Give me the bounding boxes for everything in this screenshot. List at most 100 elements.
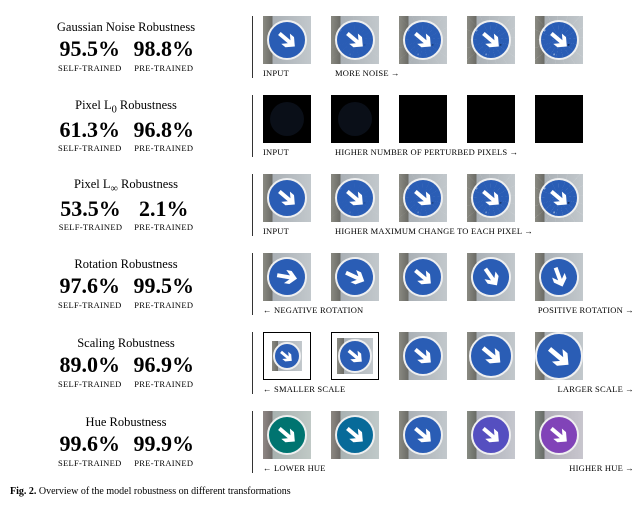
self-trained-block: 89.0% SELF-TRAINED	[58, 353, 122, 388]
self-trained-pct: 89.0%	[59, 353, 120, 377]
pre-trained-label: PRE-TRAINED	[134, 458, 193, 468]
thumbnail	[399, 95, 447, 143]
metric-row: Gaussian Noise Robustness 95.5% SELF-TRA…	[6, 8, 634, 85]
thumbnail: ➔	[263, 332, 311, 380]
thumbnail: ➔	[399, 174, 447, 222]
thumbnail: ➔	[467, 332, 515, 380]
label-left: ← NEGATIVE ROTATION	[263, 305, 363, 315]
self-trained-pct: 61.3%	[59, 118, 120, 142]
metric-left: Gaussian Noise Robustness 95.5% SELF-TRA…	[6, 8, 246, 85]
thumbnail: ➔	[535, 332, 583, 380]
caption-text: Overview of the model robustness on diff…	[39, 486, 291, 497]
pre-trained-label: PRE-TRAINED	[134, 63, 193, 73]
self-trained-block: 61.3% SELF-TRAINED	[58, 118, 122, 153]
self-trained-pct: 97.6%	[59, 274, 120, 298]
pre-trained-pct: 96.8%	[134, 118, 195, 142]
metric-right: INPUT HIGHER NUMBER OF PERTURBED PIXELS …	[263, 87, 634, 164]
metric-right: ➔ ➔ ➔ ➔ ➔ ← SMALLER SCALE LARGER SCALE →	[263, 324, 634, 401]
divider	[252, 95, 253, 157]
metric-title: Pixel L∞ Robustness	[74, 177, 178, 195]
thumbnail: ➔	[331, 332, 379, 380]
self-trained-block: 95.5% SELF-TRAINED	[58, 37, 122, 72]
thumbnail: ➔	[263, 253, 311, 301]
thumbnail-row: ➔ ➔ ➔ ➔ ➔	[263, 332, 634, 380]
pre-trained-block: 99.5% PRE-TRAINED	[134, 274, 195, 309]
self-trained-label: SELF-TRAINED	[58, 63, 122, 73]
divider	[252, 332, 253, 394]
metric-right: ➔ ➔ ➔ ➔ ➔ INPUT HIGHER MAXIMUM CHANGE TO…	[263, 166, 634, 243]
metric-title: Rotation Robustness	[74, 257, 177, 272]
pre-trained-block: 96.9% PRE-TRAINED	[134, 353, 195, 388]
thumbnail-row: ➔ ➔ ➔ ➔ ➔	[263, 411, 634, 459]
pre-trained-pct: 96.9%	[134, 353, 195, 377]
thumbnail: ➔	[467, 16, 515, 64]
thumbnail-labels: ← LOWER HUE HIGHER HUE →	[263, 463, 634, 473]
self-trained-pct: 99.6%	[59, 432, 120, 456]
thumbnail: ➔	[535, 16, 583, 64]
thumbnail-row: ➔ ➔ ➔ ➔ ➔	[263, 253, 634, 301]
pre-trained-pct: 99.5%	[134, 274, 195, 298]
thumbnail-labels: INPUT HIGHER MAXIMUM CHANGE TO EACH PIXE…	[263, 226, 634, 236]
thumbnail: ➔	[399, 253, 447, 301]
metric-left: Pixel L0 Robustness 61.3% SELF-TRAINED 9…	[6, 87, 246, 164]
label-right: POSITIVE ROTATION →	[538, 305, 634, 315]
pre-trained-pct: 99.9%	[134, 432, 195, 456]
thumbnail: ➔	[399, 332, 447, 380]
self-trained-label: SELF-TRAINED	[58, 458, 122, 468]
thumbnail-labels: INPUT MORE NOISE →	[263, 68, 634, 78]
thumbnail: ➔	[331, 253, 379, 301]
label-right: LARGER SCALE →	[558, 384, 634, 394]
self-trained-label: SELF-TRAINED	[58, 379, 122, 389]
metric-row: Pixel L0 Robustness 61.3% SELF-TRAINED 9…	[6, 87, 634, 164]
thumbnail: ➔	[263, 411, 311, 459]
thumbnail: ➔	[399, 16, 447, 64]
metric-row: Pixel L∞ Robustness 53.5% SELF-TRAINED 2…	[6, 166, 634, 243]
label-left: INPUT	[263, 147, 317, 157]
thumbnail: ➔	[263, 16, 311, 64]
pre-trained-label: PRE-TRAINED	[134, 300, 193, 310]
thumbnail: ➔	[467, 174, 515, 222]
thumbnail-row: ➔ ➔ ➔ ➔ ➔	[263, 174, 634, 222]
metric-row: Hue Robustness 99.6% SELF-TRAINED 99.9% …	[6, 403, 634, 480]
pre-trained-label: PRE-TRAINED	[134, 143, 193, 153]
metric-right: ➔ ➔ ➔ ➔ ➔ INPUT MORE NOISE →	[263, 8, 634, 85]
self-trained-block: 53.5% SELF-TRAINED	[59, 197, 123, 232]
divider	[252, 174, 253, 236]
label-right: HIGHER HUE →	[569, 463, 634, 473]
pre-trained-block: 2.1% PRE-TRAINED	[134, 197, 193, 232]
metric-right: ➔ ➔ ➔ ➔ ➔ ← LOWER HUE HIGHER HUE →	[263, 403, 634, 480]
pre-trained-block: 98.8% PRE-TRAINED	[134, 37, 195, 72]
label-left: ← SMALLER SCALE	[263, 384, 345, 394]
thumbnail: ➔	[263, 174, 311, 222]
pre-trained-block: 99.9% PRE-TRAINED	[134, 432, 195, 467]
metric-left: Rotation Robustness 97.6% SELF-TRAINED 9…	[6, 245, 246, 322]
label-right: MORE NOISE →	[335, 68, 400, 78]
pre-trained-pct: 98.8%	[134, 37, 195, 61]
thumbnail	[535, 95, 583, 143]
self-trained-label: SELF-TRAINED	[58, 143, 122, 153]
label-left: ← LOWER HUE	[263, 463, 326, 473]
thumbnail	[263, 95, 311, 143]
self-trained-block: 97.6% SELF-TRAINED	[58, 274, 122, 309]
thumbnail-labels: INPUT HIGHER NUMBER OF PERTURBED PIXELS …	[263, 147, 634, 157]
label-left: INPUT	[263, 68, 317, 78]
figure-rows: Gaussian Noise Robustness 95.5% SELF-TRA…	[6, 8, 634, 480]
thumbnail: ➔	[535, 411, 583, 459]
thumbnail-labels: ← SMALLER SCALE LARGER SCALE →	[263, 384, 634, 394]
self-trained-block: 99.6% SELF-TRAINED	[58, 432, 122, 467]
metric-row: Scaling Robustness 89.0% SELF-TRAINED 96…	[6, 324, 634, 401]
metric-row: Rotation Robustness 97.6% SELF-TRAINED 9…	[6, 245, 634, 322]
metric-left: Pixel L∞ Robustness 53.5% SELF-TRAINED 2…	[6, 166, 246, 243]
divider	[252, 411, 253, 473]
figure-caption: Fig. 2. Overview of the model robustness…	[6, 486, 634, 497]
pre-trained-pct: 2.1%	[139, 197, 189, 221]
thumbnail: ➔	[467, 253, 515, 301]
self-trained-pct: 53.5%	[60, 197, 121, 221]
label-left: INPUT	[263, 226, 317, 236]
thumbnail-row: ➔ ➔ ➔ ➔ ➔	[263, 16, 634, 64]
label-right: HIGHER NUMBER OF PERTURBED PIXELS →	[335, 147, 518, 157]
self-trained-label: SELF-TRAINED	[58, 300, 122, 310]
thumbnail-row	[263, 95, 634, 143]
metric-right: ➔ ➔ ➔ ➔ ➔ ← NEGATIVE ROTATION POSITIVE R…	[263, 245, 634, 322]
pre-trained-label: PRE-TRAINED	[134, 222, 193, 232]
